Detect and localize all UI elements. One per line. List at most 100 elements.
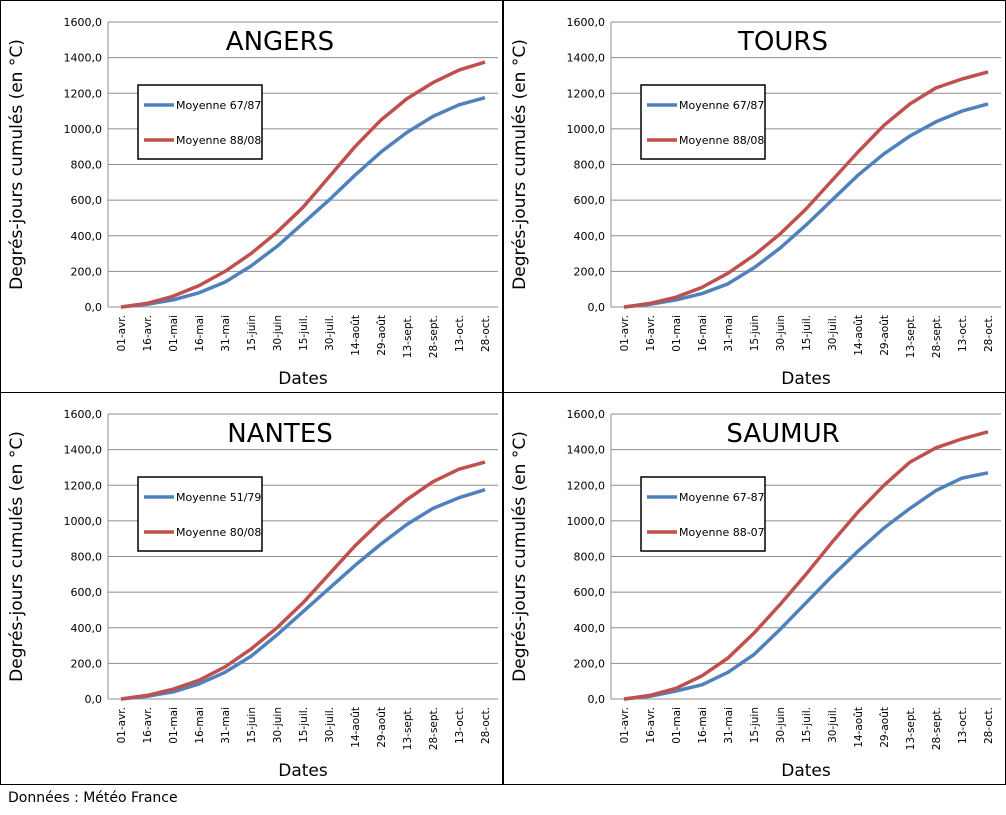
x-tick-label: 01-avr. <box>619 315 631 352</box>
x-tick-label: 28-sept. <box>931 315 943 358</box>
y-tick-label: 600,0 <box>574 194 606 207</box>
y-tick-label: 1400,0 <box>64 444 103 457</box>
y-axis-title: Degrés-jours cumulés (en °C) <box>7 431 27 682</box>
legend-label: Moyenne 80/08 <box>176 526 261 539</box>
x-tick-label: 14-août <box>350 315 362 356</box>
y-tick-label: 1000,0 <box>64 123 103 136</box>
x-tick-label: 29-août <box>376 315 388 356</box>
x-tick-label: 30-juil. <box>324 315 336 351</box>
chart-title: ANGERS <box>226 27 334 57</box>
x-tick-label: 16-avr. <box>645 707 657 744</box>
y-tick-label: 1000,0 <box>64 515 103 528</box>
y-tick-label: 1200,0 <box>567 87 606 100</box>
x-tick-label: 30-juil. <box>827 315 839 351</box>
legend-label: Moyenne 88-07 <box>679 526 765 539</box>
x-tick-label: 01-avr. <box>619 707 631 744</box>
x-tick-label: 14-août <box>350 707 362 748</box>
y-tick-label: 600,0 <box>574 586 606 599</box>
x-tick-label: 15-juil. <box>801 315 813 351</box>
x-tick-label: 16-avr. <box>645 315 657 352</box>
y-tick-label: 1000,0 <box>567 123 606 136</box>
x-tick-label: 14-août <box>853 707 865 748</box>
x-tick-label: 28-oct. <box>983 707 995 744</box>
y-tick-label: 200,0 <box>71 657 103 670</box>
y-tick-label: 1600,0 <box>567 16 606 29</box>
x-tick-label: 28-sept. <box>428 707 440 750</box>
legend-label: Moyenne 67-87 <box>679 491 765 504</box>
x-tick-label: 01-avr. <box>116 707 128 744</box>
y-tick-label: 1400,0 <box>567 444 606 457</box>
x-tick-label: 30-juin <box>272 707 284 743</box>
x-tick-label: 13-sept. <box>402 315 414 358</box>
y-tick-label: 400,0 <box>574 622 606 635</box>
x-tick-label: 15-juil. <box>298 315 310 351</box>
x-tick-label: 28-sept. <box>428 315 440 358</box>
y-tick-label: 600,0 <box>71 194 103 207</box>
x-tick-label: 29-août <box>376 707 388 748</box>
x-tick-label: 31-mai <box>220 315 232 352</box>
x-tick-label: 16-mai <box>194 707 206 744</box>
y-tick-label: 1600,0 <box>567 408 606 421</box>
x-tick-label: 28-oct. <box>983 315 995 352</box>
x-tick-label: 01-avr. <box>116 315 128 352</box>
x-tick-label: 15-juin <box>246 315 258 351</box>
y-tick-label: 0,0 <box>588 693 606 706</box>
legend-box <box>137 476 263 552</box>
y-tick-label: 400,0 <box>71 622 103 635</box>
data-line <box>120 60 486 309</box>
x-tick-label: 01-mai <box>168 315 180 352</box>
x-tick-label: 13-oct. <box>957 707 969 744</box>
x-tick-label: 01-mai <box>168 707 180 744</box>
legend-label: Moyenne 51/79 <box>176 491 261 504</box>
x-tick-label: 30-juin <box>775 315 787 351</box>
panel-frame <box>0 392 503 785</box>
data-line <box>120 488 486 701</box>
data-line <box>623 70 989 309</box>
x-tick-label: 28-oct. <box>480 707 492 744</box>
x-tick-label: 30-juil. <box>324 707 336 743</box>
x-tick-label: 15-juin <box>246 707 258 743</box>
x-tick-label: 13-sept. <box>905 315 917 358</box>
y-tick-label: 0,0 <box>85 693 103 706</box>
x-axis-title: Dates <box>278 761 328 781</box>
x-tick-label: 31-mai <box>723 315 735 352</box>
y-tick-label: 200,0 <box>574 265 606 278</box>
y-tick-label: 1200,0 <box>64 479 103 492</box>
x-tick-label: 31-mai <box>220 707 232 744</box>
y-axis-title: Degrés-jours cumulés (en °C) <box>510 39 530 290</box>
x-tick-label: 28-sept. <box>931 707 943 750</box>
data-line <box>623 430 989 701</box>
y-tick-label: 200,0 <box>71 265 103 278</box>
x-tick-label: 16-avr. <box>142 707 154 744</box>
y-tick-label: 400,0 <box>71 230 103 243</box>
y-tick-label: 800,0 <box>71 551 103 564</box>
y-tick-label: 800,0 <box>574 551 606 564</box>
data-line <box>623 102 989 309</box>
x-tick-label: 13-oct. <box>957 315 969 352</box>
x-tick-label: 29-août <box>879 707 891 748</box>
y-tick-label: 600,0 <box>71 586 103 599</box>
x-tick-label: 16-mai <box>697 315 709 352</box>
x-tick-label: 16-mai <box>697 707 709 744</box>
y-tick-label: 200,0 <box>574 657 606 670</box>
y-tick-label: 1000,0 <box>567 515 606 528</box>
y-tick-label: 1400,0 <box>64 52 103 65</box>
x-axis-title: Dates <box>781 369 831 389</box>
legend-label: Moyenne 67/87 <box>679 99 764 112</box>
y-tick-label: 400,0 <box>574 230 606 243</box>
x-tick-label: 13-oct. <box>454 315 466 352</box>
y-axis-title: Degrés-jours cumulés (en °C) <box>510 431 530 682</box>
legend-box <box>640 476 766 552</box>
x-tick-label: 29-août <box>879 315 891 356</box>
chart-title: SAUMUR <box>726 419 839 449</box>
y-tick-label: 0,0 <box>588 301 606 314</box>
x-tick-label: 15-juil. <box>298 707 310 743</box>
x-tick-label: 30-juil. <box>827 707 839 743</box>
legend-label: Moyenne 88/08 <box>679 134 764 147</box>
data-line <box>120 460 486 701</box>
x-tick-label: 16-mai <box>194 315 206 352</box>
y-tick-label: 0,0 <box>85 301 103 314</box>
x-tick-label: 13-sept. <box>402 707 414 750</box>
legend-box <box>640 84 766 160</box>
